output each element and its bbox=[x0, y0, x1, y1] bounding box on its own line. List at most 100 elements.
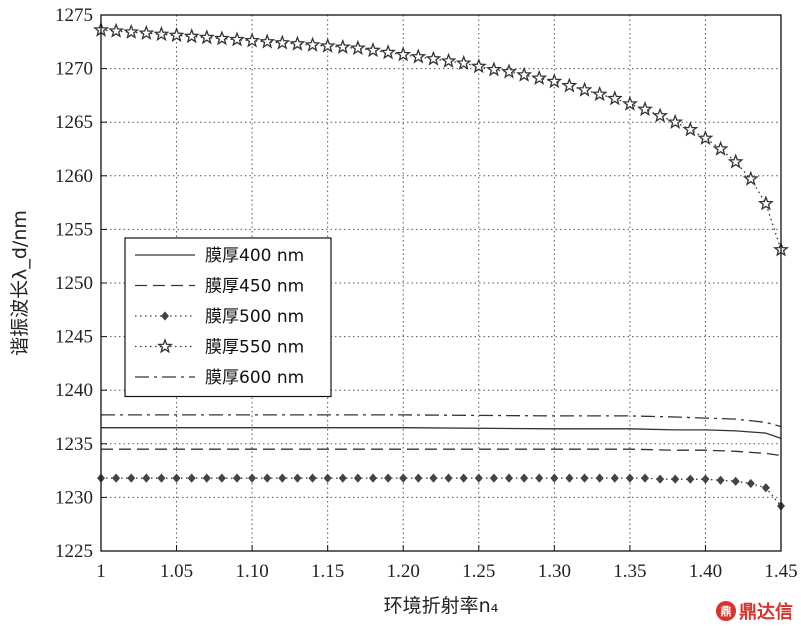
y-axis-label: 谐振波长λ_d/nm bbox=[9, 210, 31, 356]
data-point bbox=[319, 37, 336, 53]
data-point bbox=[576, 81, 593, 97]
y-tick-label: 1245 bbox=[55, 327, 93, 348]
series-line bbox=[101, 414, 782, 428]
data-point bbox=[686, 474, 695, 484]
series-3 bbox=[96, 473, 786, 511]
x-axis-label: 环境折射率n₄ bbox=[384, 595, 499, 617]
ticks: 1 1.05 1.10 1.15 1.20 1.25 1.30 1.35 1.40 1.45 122… bbox=[55, 5, 798, 582]
x-tick-label: 1.10 bbox=[235, 561, 268, 582]
series-2 bbox=[101, 448, 782, 457]
data-point bbox=[308, 473, 317, 483]
data-point bbox=[757, 195, 774, 211]
series-layer bbox=[93, 21, 789, 511]
data-point bbox=[444, 473, 453, 483]
series-line bbox=[101, 427, 782, 440]
legend-marker bbox=[160, 311, 170, 321]
data-point bbox=[410, 48, 427, 64]
data-point bbox=[202, 473, 211, 483]
y-tick-label: 1225 bbox=[55, 541, 93, 562]
data-point bbox=[349, 39, 366, 55]
data-point bbox=[274, 34, 291, 50]
data-point bbox=[380, 44, 397, 60]
data-point bbox=[263, 473, 272, 483]
data-point bbox=[289, 35, 306, 51]
series-1 bbox=[101, 427, 782, 440]
data-point bbox=[470, 58, 487, 74]
x-tick-label: 1.40 bbox=[689, 561, 722, 582]
x-tick-label: 1.05 bbox=[160, 561, 193, 582]
data-point bbox=[213, 30, 230, 46]
data-point bbox=[485, 61, 502, 77]
data-point bbox=[716, 475, 725, 485]
data-point bbox=[414, 473, 423, 483]
data-point bbox=[621, 95, 638, 111]
data-point bbox=[697, 129, 714, 145]
data-point bbox=[516, 66, 533, 82]
data-point bbox=[244, 32, 261, 48]
y-tick-label: 1265 bbox=[55, 112, 93, 133]
data-point bbox=[742, 170, 759, 186]
y-tick-label: 1270 bbox=[55, 59, 93, 80]
data-point bbox=[338, 473, 347, 483]
legend-label: 膜厚400 nm bbox=[205, 246, 304, 266]
data-point bbox=[535, 473, 544, 483]
data-point bbox=[489, 473, 498, 483]
data-point bbox=[425, 50, 442, 66]
data-point bbox=[112, 473, 121, 483]
data-point bbox=[123, 23, 140, 39]
data-point bbox=[640, 473, 650, 483]
y-tick-label: 1240 bbox=[55, 380, 93, 401]
data-point bbox=[395, 46, 412, 62]
y-tick-label: 1250 bbox=[55, 273, 93, 294]
data-point bbox=[157, 473, 166, 483]
data-point bbox=[550, 473, 559, 483]
data-point bbox=[323, 473, 332, 483]
data-point bbox=[455, 54, 472, 70]
data-point bbox=[580, 473, 589, 483]
data-point bbox=[142, 473, 151, 483]
series-line bbox=[100, 29, 782, 251]
legend-box bbox=[124, 237, 332, 398]
data-point bbox=[183, 28, 200, 44]
data-point bbox=[652, 107, 669, 123]
y-tick-label: 1260 bbox=[55, 166, 93, 187]
data-point bbox=[229, 31, 245, 47]
data-point bbox=[625, 473, 634, 483]
data-point bbox=[440, 52, 457, 68]
data-point bbox=[667, 113, 684, 130]
x-tick-label: 1.30 bbox=[538, 561, 571, 582]
data-point bbox=[656, 474, 665, 484]
data-point bbox=[293, 473, 302, 483]
data-point bbox=[172, 473, 181, 483]
data-point bbox=[637, 100, 653, 117]
logo-mark-icon: 鼎 bbox=[716, 601, 736, 621]
data-point bbox=[368, 473, 378, 483]
data-point bbox=[610, 473, 619, 483]
data-point bbox=[746, 478, 755, 489]
x-tick-label: 1 bbox=[96, 561, 106, 582]
data-point bbox=[259, 33, 276, 49]
data-point bbox=[727, 153, 744, 169]
legend-label: 膜厚550 nm bbox=[205, 338, 304, 358]
data-point bbox=[108, 22, 125, 38]
data-point bbox=[429, 473, 438, 483]
data-point bbox=[384, 473, 393, 483]
legend-label: 膜厚450 nm bbox=[205, 277, 304, 297]
data-point bbox=[546, 73, 563, 89]
series-line bbox=[101, 448, 782, 457]
data-point bbox=[682, 121, 699, 137]
y-tick-label: 1230 bbox=[55, 487, 93, 508]
legend-label: 膜厚500 nm bbox=[205, 307, 304, 327]
data-point bbox=[531, 69, 548, 85]
data-point bbox=[595, 473, 604, 483]
data-point bbox=[248, 473, 257, 483]
data-point bbox=[334, 38, 351, 54]
x-tick-label: 1.15 bbox=[311, 561, 344, 582]
series-5 bbox=[101, 414, 782, 428]
y-tick-label: 1275 bbox=[55, 5, 93, 26]
data-point bbox=[153, 25, 170, 42]
data-point bbox=[565, 473, 574, 483]
data-point bbox=[304, 36, 321, 52]
series-4 bbox=[93, 21, 789, 257]
